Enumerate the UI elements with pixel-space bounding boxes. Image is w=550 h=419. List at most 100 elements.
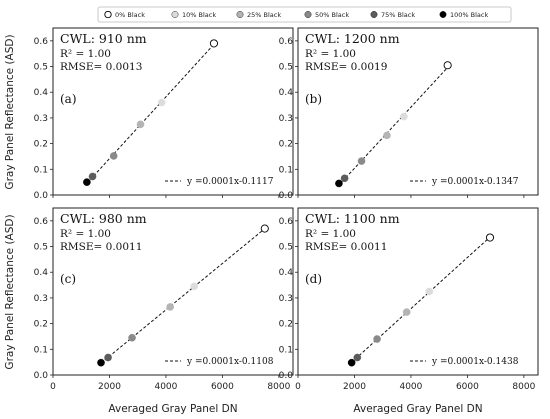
legend-marker [236,11,244,18]
cwl-label: CWL: 1100 nm [305,211,400,226]
plot-frame [297,207,539,376]
y-tick-label: 0.6 [279,217,294,227]
r2-label: R² = 1.00 [305,228,356,240]
y-tick-label: 0.4 [279,88,294,98]
rmse-label: RMSE= 0.0013 [60,61,142,73]
panel-letter: (a) [60,92,77,106]
panel-letter: (d) [305,272,322,286]
data-point [383,131,391,140]
r2-label: R² = 1.00 [305,48,356,60]
plot-frame [297,27,539,196]
y-tick-label: 0.1 [279,165,293,175]
data-point [425,287,434,296]
legend-entry: 0% Black [104,10,145,19]
fit-equation: y =0.0001x-0.1117 [186,177,274,187]
data-point [443,61,452,70]
cwl-label: CWL: 910 nm [60,31,147,46]
y-tick-label: 0.2 [279,140,293,150]
data-point [83,178,91,186]
panel-letter: (b) [305,92,322,106]
y-tick-label: 0.0 [279,371,294,381]
x-tick-label: 4000 [154,382,177,392]
fit-line [100,228,266,364]
legend-entry: 100% Black [439,11,488,19]
fit-equation: y =0.0001x-0.1347 [431,177,519,187]
panel-b: 0.0 0.1 0.2 0.3 0.4 0.5 0.6 CWL: 1200 nm R² = 1.… [279,27,539,201]
data-point [260,224,269,233]
data-point [128,333,136,342]
y-tick-label: 0.1 [279,345,293,355]
legend-frame [97,6,512,23]
rmse-label: RMSE= 0.0019 [305,61,387,73]
y-tick-label: 0.3 [34,114,48,124]
x-tick-label: 6000 [456,382,479,392]
panel-letter: (c) [60,272,76,286]
rmse-label: RMSE= 0.0011 [60,241,142,253]
data-point [136,120,145,129]
data-point [373,335,381,343]
x-axis-title: Averaged Gray Panel DN [353,403,482,415]
data-point [88,172,97,181]
x-tick-label: 4000 [399,382,422,392]
legend-marker [171,11,179,18]
y-tick-label: 0.2 [34,320,48,330]
data-point [402,308,411,316]
r2-label: R² = 1.00 [60,228,111,240]
fit-line [86,43,215,184]
data-point [104,353,112,362]
x-tick-label: 6000 [211,382,234,392]
x-tick-label: 2000 [343,382,366,392]
y-tick-label: 0.1 [34,165,48,175]
legend-label: 25% Black [247,11,281,19]
y-tick-label: 0.0 [279,191,294,201]
y-tick-label: 0.5 [34,63,48,73]
y-tick-label: 0.5 [34,243,48,253]
x-tick-label: 8000 [267,382,290,392]
data-point [485,233,495,242]
y-tick-label: 0.5 [279,243,293,253]
y-tick-label: 0.6 [34,217,49,227]
legend: 0% Black 10% Black 25% Black 50% Black 75% B… [97,6,512,23]
data-point [190,282,198,291]
y-tick-label: 0.4 [34,268,49,278]
y-tick-label: 0.0 [34,191,49,201]
x-tick-label: 0 [295,382,301,392]
panel-a: 0.0 0.1 0.2 0.3 0.4 0.5 0.6 CWL: 910 nm R² = 1.0… [34,27,294,201]
y-tick-label: 0.3 [279,294,293,304]
legend-entry: 75% Black [370,11,415,19]
data-point [97,358,105,367]
plot-frame [52,207,294,376]
data-point [157,98,166,107]
cwl-label: CWL: 1200 nm [305,31,400,46]
legend-marker [104,10,112,19]
panel-c: 0.0 0.1 0.2 0.3 0.4 0.5 0.6 0 2000 4000 6000 8000 CW… [34,207,294,392]
x-axis-title: Averaged Gray Panel DN [108,403,237,415]
plot-frame [52,27,294,196]
data-point [340,174,349,183]
x-tick-label: 2000 [98,382,121,392]
y-tick-label: 0.3 [279,114,293,124]
y-axis-title: Gray Panel Reflectance (ASD) [4,214,16,369]
fit-line [338,67,449,186]
data-point [335,179,343,188]
y-axis-title: Gray Panel Reflectance (ASD) [4,34,16,189]
panel-d: 0.0 0.1 0.2 0.3 0.4 0.5 0.6 0 2000 4000 6000 8000 CW… [279,207,539,392]
data-point [166,303,174,311]
rmse-label: RMSE= 0.0011 [305,241,387,253]
panels: 0.0 0.1 0.2 0.3 0.4 0.5 0.6 CWL: 910 nm R² = 1.0… [34,27,539,392]
legend-label: 75% Black [381,11,415,19]
legend-marker [439,11,447,18]
data-point [357,157,366,165]
legend-label: 10% Black [182,11,216,19]
data-point [347,358,356,367]
y-tick-label: 0.2 [34,140,48,150]
y-tick-label: 0.1 [34,345,48,355]
data-point [209,39,218,48]
y-tick-label: 0.4 [34,88,49,98]
y-tick-label: 0.3 [34,294,48,304]
x-tick-label: 8000 [512,382,535,392]
y-tick-label: 0.4 [279,268,294,278]
legend-entry: 25% Black [236,11,281,19]
legend-marker [370,11,378,18]
y-tick-label: 0.2 [279,320,293,330]
